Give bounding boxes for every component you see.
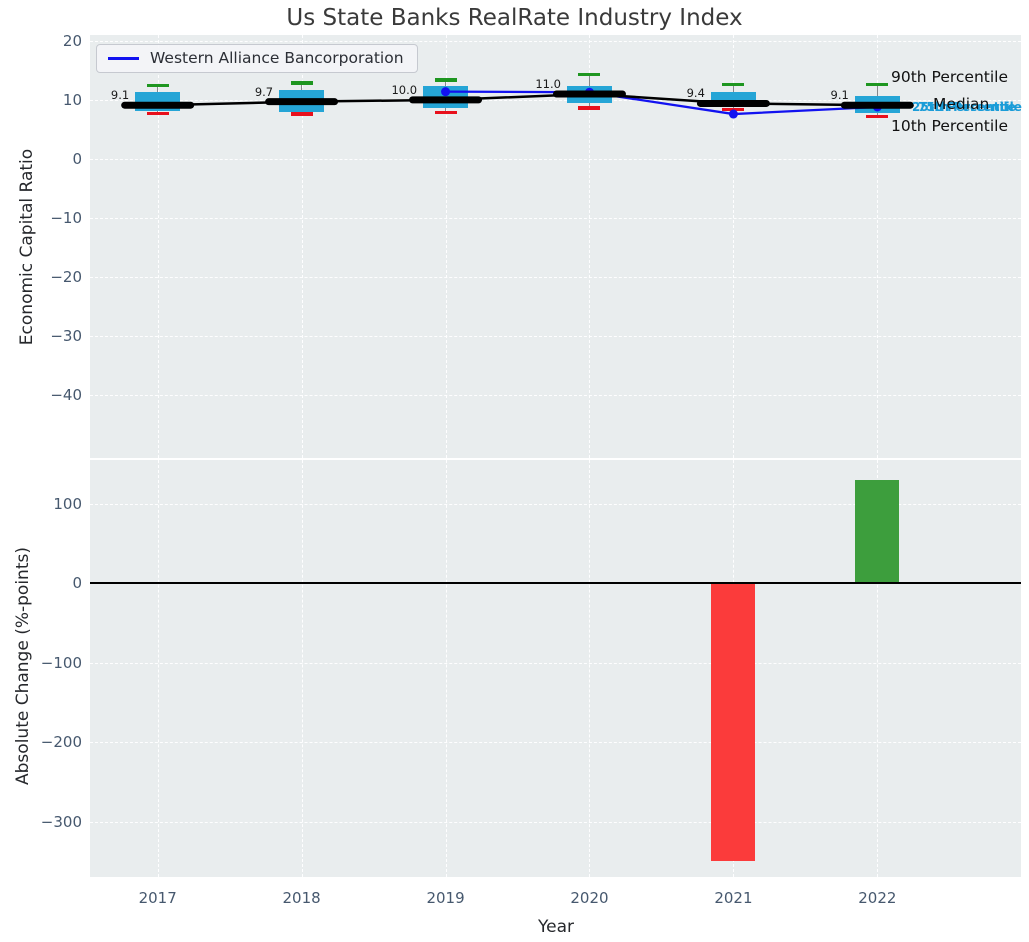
y-tick-label-top: 10 — [62, 90, 82, 109]
box-iqr — [279, 90, 325, 113]
horizontal-gridline — [90, 394, 1021, 396]
y-tick-label-top: −20 — [50, 267, 82, 286]
x-tick-label-year: 2021 — [714, 889, 753, 907]
top-y-axis-label: Economic Capital Ratio — [17, 148, 37, 346]
bottom-y-axis-label: Absolute Change (%-points) — [13, 547, 33, 785]
vertical-gridline — [589, 460, 591, 877]
horizontal-gridline — [90, 276, 1021, 278]
box-iqr — [566, 86, 612, 104]
y-tick-label-bottom: 100 — [53, 494, 82, 513]
box-iqr — [423, 85, 469, 108]
box-cap-10th — [866, 114, 889, 119]
x-tick-label-year: 2020 — [570, 889, 609, 907]
box-iqr — [135, 91, 181, 112]
horizontal-gridline — [90, 662, 1021, 664]
box-cap-90th — [290, 81, 313, 85]
median-value-label: 9.1 — [830, 88, 849, 103]
vertical-gridline — [301, 460, 303, 877]
median-value-label: 9.1 — [110, 88, 130, 103]
annotation-90th-percentile: 90th Percentile — [891, 68, 1009, 86]
box-cap-90th — [434, 78, 457, 82]
box-iqr — [710, 91, 756, 106]
vertical-gridline — [877, 460, 879, 877]
annotation-10th-percentile: 10th Percentile — [891, 117, 1009, 135]
box-cap-10th — [146, 111, 169, 116]
zero-line — [90, 582, 1021, 584]
y-tick-label-bottom: −200 — [40, 733, 82, 751]
horizontal-gridline — [90, 158, 1021, 160]
x-tick-label-year: 2022 — [858, 889, 897, 907]
box-cap-10th — [578, 106, 601, 110]
y-tick-label-top: −30 — [50, 326, 82, 345]
annotation-75th-percentile: 75th Percentile — [918, 100, 1022, 114]
x-tick-label-year: 2019 — [426, 889, 465, 907]
x-tick-label-year: 2017 — [138, 889, 177, 907]
median-value-label: 10.0 — [391, 82, 418, 97]
x-tick-label-year: 2018 — [282, 889, 321, 907]
horizontal-gridline — [90, 742, 1021, 743]
y-tick-label-bottom: −100 — [40, 653, 82, 672]
box-cap-10th — [290, 112, 313, 116]
x-axis-label: Year — [538, 917, 574, 937]
box-cap-90th — [722, 82, 745, 87]
chart-title: Us State Banks RealRate Industry Index — [286, 5, 743, 31]
vertical-gridline — [589, 35, 591, 458]
y-tick-label-top: 20 — [62, 31, 82, 50]
horizontal-gridline — [90, 40, 1021, 42]
median-value-label: 9.7 — [254, 84, 274, 99]
vertical-gridline — [877, 35, 879, 458]
box-cap-10th — [434, 110, 457, 115]
bar-positive-change — [855, 479, 900, 583]
y-tick-label-top: 0 — [72, 149, 82, 168]
vertical-gridline — [445, 35, 447, 458]
horizontal-gridline — [90, 335, 1021, 337]
legend-line-sample — [108, 56, 139, 60]
horizontal-gridline — [90, 821, 1021, 823]
median-value-label: 11.0 — [535, 77, 561, 91]
box-cap-10th — [722, 107, 745, 112]
box-cap-90th — [146, 83, 169, 88]
y-tick-label-bottom: 0 — [72, 574, 82, 592]
horizontal-gridline — [90, 217, 1021, 219]
annotation-25th-percentile: 25th Percentile — [912, 100, 1016, 114]
box-cap-90th — [866, 82, 889, 87]
median-value-label: 9.4 — [686, 86, 705, 101]
vertical-gridline — [301, 35, 303, 458]
vertical-gridline — [445, 460, 447, 877]
vertical-gridline — [157, 460, 159, 877]
y-tick-label-top: −10 — [50, 208, 82, 227]
vertical-gridline — [157, 35, 159, 458]
box-cap-90th — [578, 72, 601, 77]
bar-negative-change — [711, 583, 756, 862]
annotation-median: Median — [933, 95, 990, 113]
legend: Western Alliance Bancorporation — [96, 44, 418, 73]
y-tick-label-top: −40 — [50, 385, 82, 404]
legend-label: Western Alliance Bancorporation — [150, 49, 404, 67]
vertical-gridline — [733, 35, 735, 458]
horizontal-gridline — [90, 503, 1021, 505]
box-iqr — [854, 96, 900, 114]
y-tick-label-bottom: −300 — [40, 812, 82, 831]
